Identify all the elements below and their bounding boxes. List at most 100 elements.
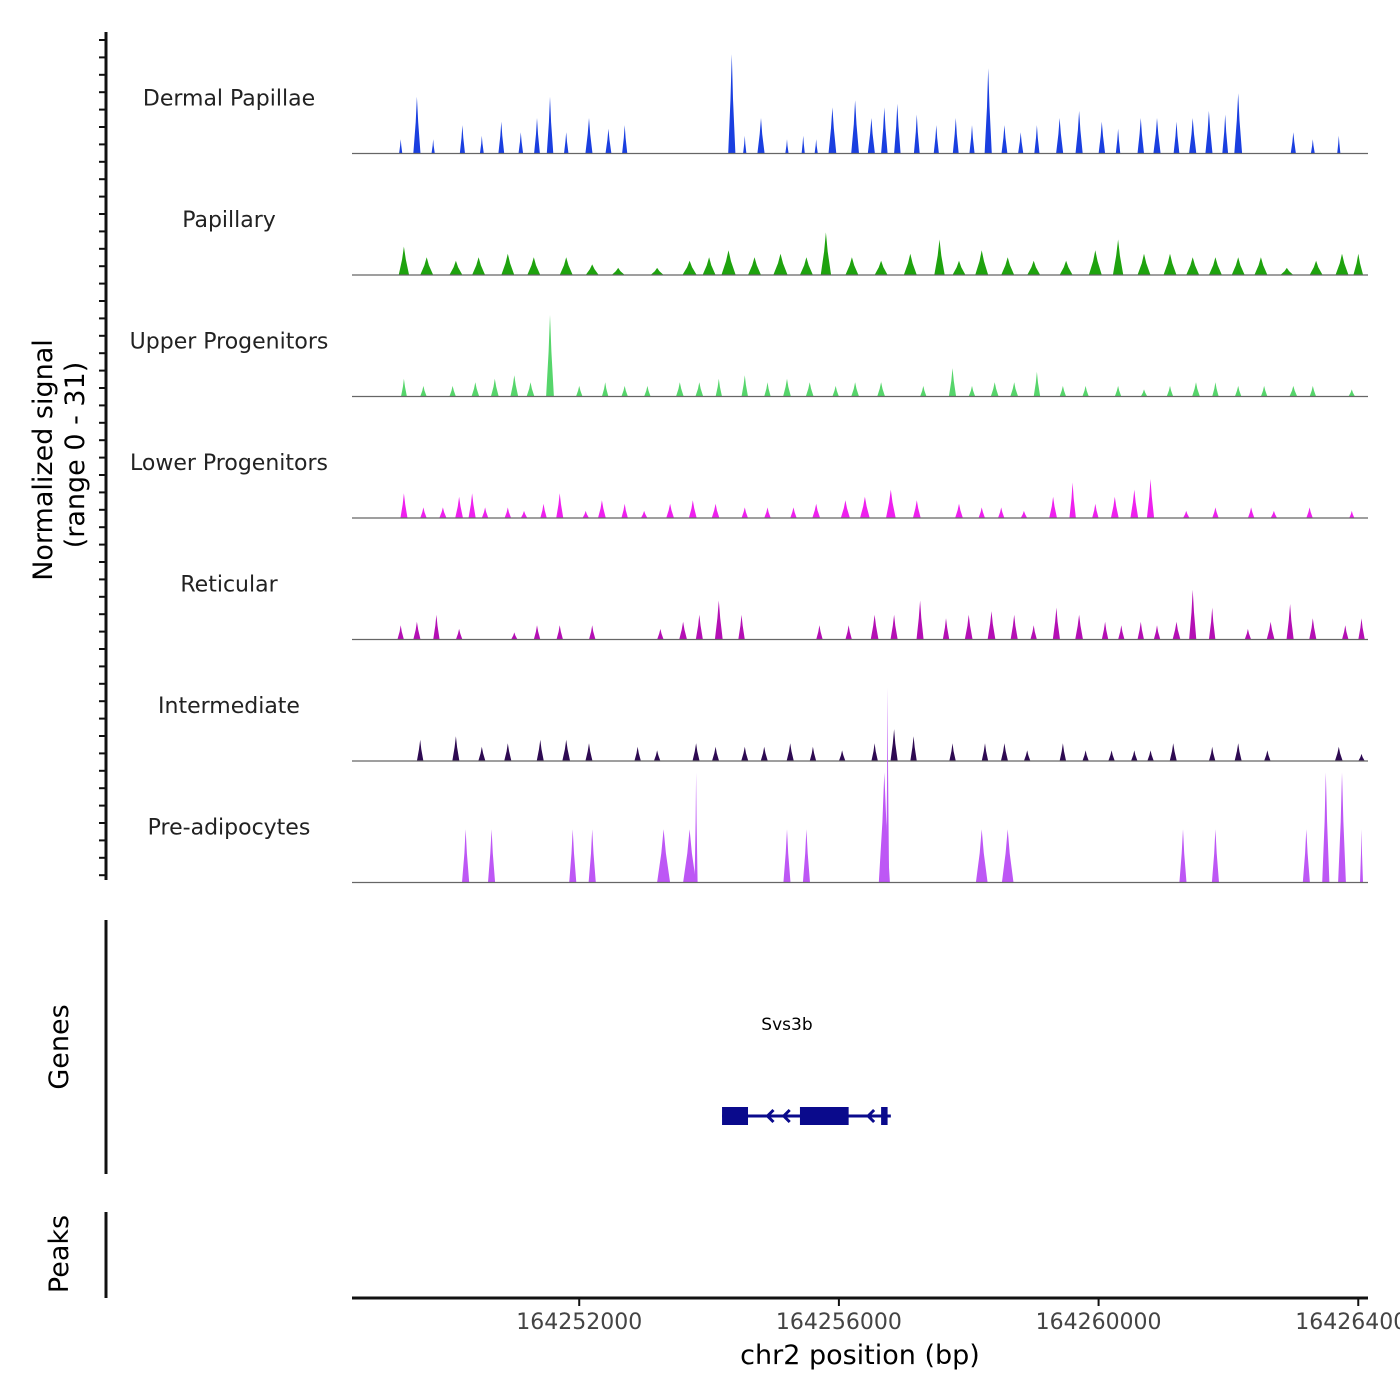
signal-peak-dermal-papillae-7 [534, 118, 540, 154]
signal-peak-reticular-13 [816, 625, 823, 640]
track-intermediate: Intermediate [158, 694, 1368, 762]
signal-peak-intermediate-1 [452, 736, 460, 761]
signal-peak-intermediate-19 [949, 743, 956, 761]
signal-peak-dermal-papillae-20 [851, 100, 859, 154]
signal-peak-upper-progenitors-15 [741, 375, 748, 397]
signal-peak-reticular-31 [1208, 607, 1216, 640]
signal-peak-reticular-0 [397, 625, 404, 640]
signal-peak-lower-progenitors-8 [540, 503, 547, 518]
signal-peak-intermediate-32 [1334, 746, 1343, 761]
signal-peak-intermediate-7 [634, 746, 641, 761]
signal-peak-upper-progenitors-17 [783, 378, 791, 397]
signal-peak-reticular-18 [942, 618, 950, 640]
track-label-papillary: Papillary [182, 208, 276, 233]
signal-peak-reticular-2 [433, 614, 440, 640]
signal-peak-lower-progenitors-9 [556, 493, 564, 518]
signal-peak-papillary-16 [820, 232, 832, 275]
signal-peak-lower-progenitors-14 [666, 503, 674, 518]
signal-peak-dermal-papillae-17 [801, 135, 805, 154]
signal-peak-upper-progenitors-35 [1234, 385, 1242, 397]
signal-peak-reticular-26 [1118, 625, 1125, 640]
signal-peak-papillary-36 [1335, 253, 1349, 275]
signal-peak-intermediate-29 [1208, 746, 1216, 761]
signal-peak-upper-progenitors-32 [1166, 385, 1174, 397]
signal-peak-reticular-11 [714, 600, 723, 640]
signal-peak-intermediate-11 [741, 746, 749, 761]
signal-peak-papillary-23 [1001, 257, 1015, 275]
signal-peak-papillary-30 [1186, 257, 1200, 275]
signal-peak-dermal-papillae-30 [1018, 132, 1024, 154]
signal-peak-reticular-20 [987, 611, 996, 640]
signal-peak-intermediate-8 [653, 750, 661, 761]
track-lower-progenitors: Lower Progenitors [130, 451, 1368, 519]
signal-peak-intermediate-30 [1234, 743, 1242, 761]
signal-peak-pre-adipocytes-7 [783, 829, 791, 883]
signal-peak-papillary-10 [682, 260, 697, 275]
signal-peak-reticular-16 [890, 614, 898, 640]
signal-peak-papillary-14 [773, 253, 788, 275]
signal-peak-lower-progenitors-5 [481, 507, 489, 518]
signal-peak-reticular-24 [1075, 614, 1083, 640]
signal-peak-pre-adipocytes-13 [1179, 829, 1187, 883]
signal-peak-upper-progenitors-5 [510, 375, 519, 397]
signal-peak-intermediate-20 [981, 743, 989, 761]
signal-peak-upper-progenitors-33 [1192, 382, 1200, 397]
signal-tracks: Dermal Papillae Papillary Upper Progenitor… [130, 54, 1368, 884]
signal-peak-intermediate-12 [760, 746, 768, 761]
track-label-pre-adipocytes: Pre-adipocytes [148, 816, 311, 841]
y-axis-label-range: (range 0 - 31) [60, 362, 91, 549]
signal-peak-dermal-papillae-0 [399, 139, 403, 154]
x-tick-label-0: 164252000 [516, 1310, 642, 1335]
signal-peak-upper-progenitors-2 [449, 385, 456, 397]
signal-peak-lower-progenitors-23 [886, 489, 896, 518]
track-reticular: Reticular [180, 573, 1368, 641]
signal-peak-upper-progenitors-31 [1140, 389, 1148, 397]
signal-peak-intermediate-5 [562, 739, 571, 761]
track-label-dermal-papillae: Dermal Papillae [143, 87, 315, 112]
signal-peak-papillary-26 [1088, 250, 1102, 275]
signal-peak-intermediate-0 [416, 739, 424, 761]
signal-peak-pre-adipocytes-2 [569, 829, 577, 883]
signal-peak-lower-progenitors-1 [420, 507, 427, 518]
signal-peak-lower-progenitors-3 [455, 496, 463, 518]
signal-peak-papillary-25 [1059, 260, 1073, 275]
signal-peak-upper-progenitors-21 [877, 382, 885, 397]
signal-peak-upper-progenitors-37 [1289, 385, 1298, 397]
signal-peak-upper-progenitors-39 [1348, 389, 1355, 397]
signal-peak-dermal-papillae-28 [984, 68, 992, 154]
signal-peak-papillary-1 [420, 257, 434, 275]
signal-peak-reticular-15 [870, 614, 879, 640]
peaks-panel-label: Peaks [44, 1215, 75, 1293]
signal-peak-dermal-papillae-26 [952, 118, 959, 154]
signal-peak-pre-adipocytes-3 [588, 829, 596, 883]
signal-peak-upper-progenitors-16 [764, 382, 771, 397]
track-label-reticular: Reticular [180, 573, 278, 598]
signal-peak-lower-progenitors-30 [1069, 482, 1076, 518]
signal-peak-lower-progenitors-29 [1049, 496, 1057, 518]
signal-peak-lower-progenitors-22 [860, 496, 870, 518]
signal-peak-lower-progenitors-12 [621, 503, 628, 518]
signal-peak-dermal-papillae-5 [498, 121, 505, 154]
signal-peak-lower-progenitors-17 [741, 507, 748, 518]
signal-peak-papillary-18 [874, 260, 888, 275]
genes-panel-label: Genes [44, 1004, 75, 1089]
signal-peak-reticular-9 [679, 621, 687, 640]
signal-peak-dermal-papillae-45 [1337, 135, 1341, 154]
signal-peak-dermal-papillae-23 [894, 103, 901, 154]
signal-peak-dermal-papillae-15 [757, 118, 765, 154]
signal-peak-upper-progenitors-26 [1010, 382, 1019, 397]
signal-peak-dermal-papillae-24 [913, 114, 920, 154]
signal-y-axis-ticks [99, 39, 106, 877]
signal-peak-dermal-papillae-12 [622, 125, 628, 154]
signal-peak-reticular-30 [1189, 589, 1197, 640]
signal-peak-lower-progenitors-33 [1130, 489, 1139, 518]
signal-peak-papillary-3 [472, 257, 486, 275]
signal-peak-dermal-papillae-27 [969, 125, 975, 154]
signal-peak-pre-adipocytes-8 [802, 829, 810, 883]
signal-peak-upper-progenitors-27 [1033, 371, 1041, 397]
signal-peak-pre-adipocytes-12 [1001, 829, 1014, 883]
signal-peak-reticular-12 [738, 614, 745, 640]
signal-peak-papillary-12 [721, 250, 736, 275]
signal-peak-intermediate-33 [1358, 753, 1365, 761]
signal-peak-lower-progenitors-40 [1349, 510, 1355, 518]
